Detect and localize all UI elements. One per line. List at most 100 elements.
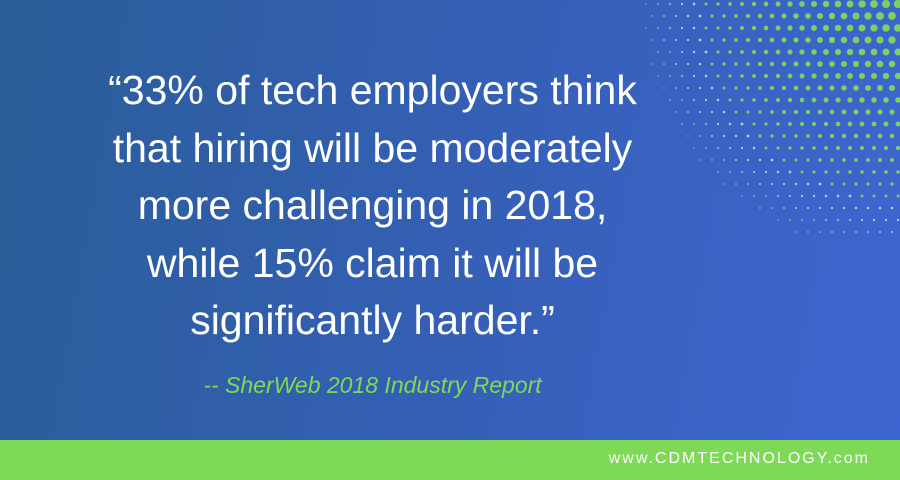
dot [872,194,876,198]
dot [799,49,805,55]
dot [657,3,659,5]
dot [728,74,732,78]
dot [882,24,890,32]
dot [741,195,743,197]
dot [859,145,865,151]
dot [764,122,768,126]
dot [777,219,779,221]
dot [895,97,900,103]
dot [728,2,732,6]
dot [812,146,816,150]
footer-bar: www.CDMTECHNOLOGY.com [0,440,900,480]
dot [728,26,732,30]
dot [870,24,878,32]
dot [788,194,792,198]
dot [847,97,853,103]
dot [818,182,822,186]
dot [781,13,787,19]
dot [859,121,865,127]
dot [752,98,756,102]
dot [746,62,750,66]
dot [651,15,653,17]
dot [894,24,900,32]
dot [734,14,738,18]
dot [722,134,726,138]
dot [858,0,866,8]
dot [864,60,872,68]
dot [871,145,877,151]
dot [735,183,737,185]
dot [765,195,767,197]
dot [675,63,677,65]
dot [818,134,822,138]
dot [805,61,811,67]
dot [795,231,797,233]
dot [806,182,810,186]
dot [692,2,696,6]
dot [752,146,756,150]
dot [882,48,890,56]
dot [663,15,665,17]
dot [781,61,787,67]
dot [704,74,708,78]
dot [752,170,756,174]
dot [895,145,900,151]
dot [805,85,811,91]
dot [687,87,689,89]
dot [687,111,689,113]
dot [870,0,878,8]
dot [829,133,835,139]
dot [663,39,665,41]
dot [813,219,815,221]
dot [728,98,732,102]
dot [822,24,830,32]
dot [819,231,821,233]
dot [799,1,805,7]
dot [840,36,848,44]
quote-line: “33% of tech employers think [108,67,637,113]
dot [811,97,817,103]
quote: “33% of tech employers think that hiring … [0,62,745,350]
dot [686,38,690,42]
dot [728,146,732,150]
dot [705,147,707,149]
dot [852,60,860,68]
dot [769,13,775,19]
dot [711,135,713,137]
dot [723,159,725,161]
dot [692,74,696,78]
dot [699,159,701,161]
dot [758,86,762,90]
dot [883,121,889,127]
dot [716,2,720,6]
dot [770,158,774,162]
dot [860,170,864,174]
dot [681,99,683,101]
dot [824,170,828,174]
dot [806,158,810,162]
dot [775,73,781,79]
dot [764,146,768,150]
dot [883,97,889,103]
dot [788,146,792,150]
dot [675,111,677,113]
dot [858,48,866,56]
dot [681,123,683,125]
dot [716,98,720,102]
dot [811,1,817,7]
dot [783,207,785,209]
dot [740,74,744,78]
dot [867,231,869,233]
dot [746,86,750,90]
dot [757,37,763,43]
dot [781,37,787,43]
dot [759,183,761,185]
dot [878,182,882,186]
dot [812,194,816,198]
dot [758,110,762,114]
dot [841,109,847,115]
dot [777,195,779,197]
dot [876,36,884,44]
dot [841,85,847,91]
dot [894,72,900,80]
